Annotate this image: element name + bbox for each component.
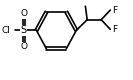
Text: F: F <box>113 6 118 15</box>
Text: S: S <box>21 25 27 35</box>
Text: O: O <box>20 42 27 51</box>
Text: F: F <box>113 25 118 34</box>
Text: Cl: Cl <box>1 26 10 35</box>
Text: O: O <box>20 9 27 18</box>
